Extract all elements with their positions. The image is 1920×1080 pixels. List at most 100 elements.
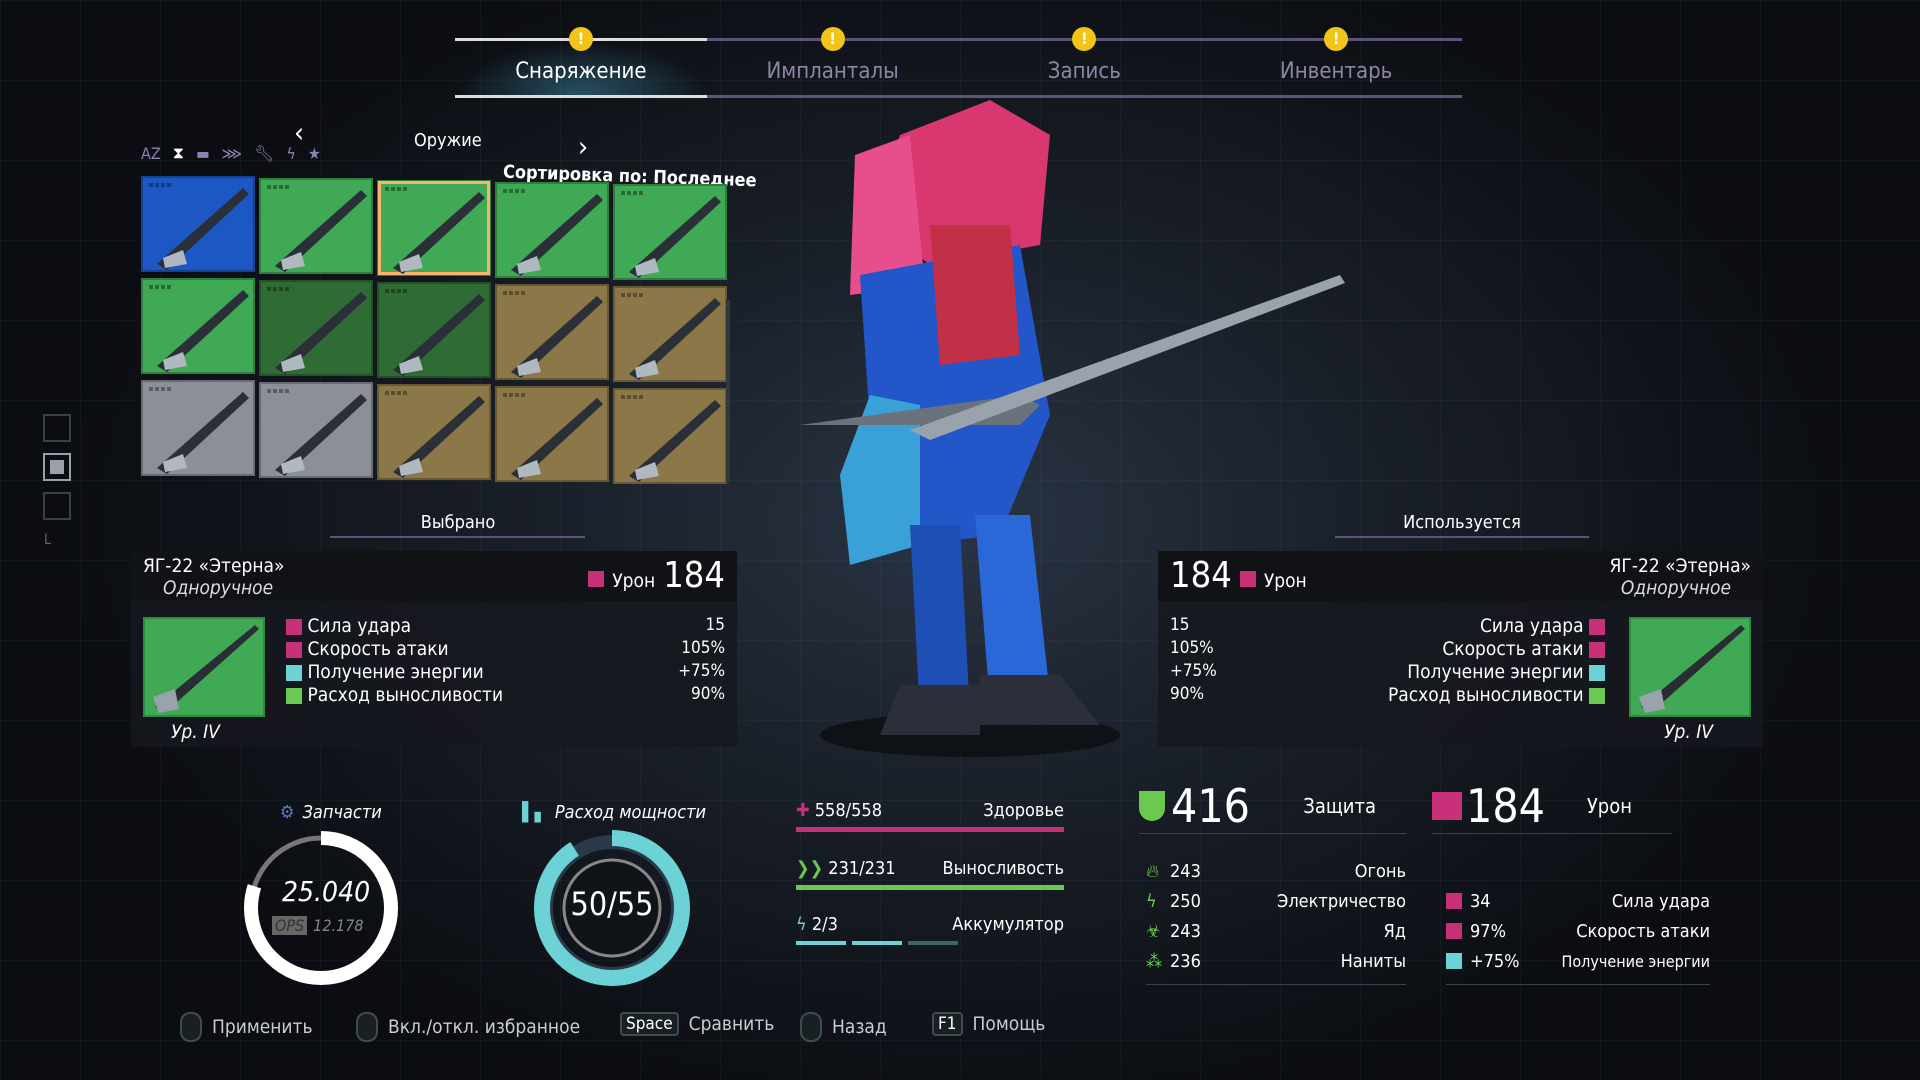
resist-row: ϟ 250 Электричество [1146, 886, 1406, 916]
resist-value: 243 [1170, 920, 1201, 942]
hint-apply[interactable]: Применить [180, 1012, 313, 1042]
impact-icon [1589, 618, 1605, 635]
resist-label: Наниты [1340, 950, 1406, 972]
hourglass-icon[interactable]: ⧗ [172, 143, 184, 162]
item-thumbnail [143, 617, 265, 717]
damage-stat-value: 34 [1470, 890, 1491, 912]
resist-row: ☣ 243 Яд [1146, 916, 1406, 946]
loadout-slot-1[interactable] [43, 414, 71, 442]
damage-stat-row: +75% Получение энергии [1446, 946, 1710, 976]
stat-value: 105% [1170, 638, 1214, 658]
loadout-slot-3[interactable] [43, 492, 71, 520]
item-tile-long-blade[interactable] [141, 380, 255, 476]
stat-label: Расход выносливости [1387, 684, 1584, 706]
damage-stat-row: 97% Скорость атаки [1446, 916, 1710, 946]
hint-label: Применить [212, 1016, 313, 1038]
stat-label: Получение энергии [307, 661, 484, 683]
hint-back[interactable]: Назад [800, 1012, 887, 1042]
power-value: 50/55 [570, 885, 654, 923]
power-label: Расход мощности [554, 802, 707, 823]
item-tile-blade-launcher[interactable] [495, 182, 609, 278]
resist-label: Яд [1383, 920, 1406, 942]
item-tile-axe[interactable] [141, 176, 255, 272]
parts-value: 25.040 [282, 875, 371, 908]
next-category-button[interactable]: › [578, 130, 589, 163]
hint-compare[interactable]: Space Сравнить [620, 1012, 774, 1036]
item-tile-claw-gauntlet[interactable] [613, 388, 727, 484]
prev-category-button[interactable]: ‹ [294, 116, 305, 149]
hint-label: Вкл./откл. избранное [388, 1016, 581, 1038]
equipped-item-panel: 184 Урон ЯГ-22 «Этерна» Одноручное Ур. IV… [1158, 551, 1763, 747]
stamina-bar [796, 885, 1064, 890]
damage-icon [1239, 571, 1256, 587]
item-tile-electro-staff[interactable] [259, 382, 373, 478]
damage-total-value: 184 [1466, 778, 1545, 833]
impact-icon [286, 618, 302, 635]
sort-icons: AZ ⧗ ▬ ⋙ 🔧︎ ϟ ★ [141, 143, 321, 163]
item-name: ЯГ-22 «Этерна» [143, 555, 285, 577]
damage-value: 184 [663, 555, 725, 596]
stat-value: 105% [681, 638, 725, 658]
energy-gain-icon [1446, 953, 1462, 969]
shield-icon [1139, 790, 1165, 821]
resist-value: 236 [1170, 950, 1201, 972]
tab-log[interactable]: ! Запись [959, 27, 1211, 95]
damage-icon[interactable]: ⋙ [221, 143, 243, 163]
bumper-l-icon: L [44, 532, 52, 548]
grid-scrollbar[interactable] [726, 300, 730, 482]
energy-icon[interactable]: ϟ [286, 143, 296, 163]
stamina-value: 231/231 [828, 858, 896, 879]
item-tile-arm-gauntlets[interactable] [259, 178, 373, 274]
item-tile-purple-claw[interactable] [613, 184, 727, 280]
damage-icon [588, 571, 605, 587]
battery-segment [852, 941, 902, 945]
alert-icon: ! [1072, 27, 1097, 51]
stat-row: Получение энергии [286, 661, 484, 683]
hint-label: Помощь [972, 1013, 1046, 1035]
item-tile-katana[interactable] [377, 180, 491, 276]
stat-row: Расход выносливости [1388, 684, 1605, 706]
item-tile-serrated-knife[interactable] [259, 280, 373, 376]
tab-implants[interactable]: ! Импланталы [707, 27, 959, 95]
damage-total-label: Урон [1586, 793, 1632, 818]
stat-label: Сила удара [1479, 615, 1584, 637]
resist-value: 250 [1170, 890, 1201, 912]
mouse-left-icon [180, 1012, 202, 1042]
space-key-icon: Space [620, 1012, 679, 1036]
item-type: Одноручное [1620, 577, 1731, 599]
ops-label: OPS [272, 916, 308, 935]
hint-help[interactable]: F1 Помощь [932, 1012, 1045, 1036]
tab-equipment[interactable]: ! Снаряжение [455, 27, 707, 98]
wrench-icon[interactable]: 🔧︎ [254, 143, 275, 163]
item-tile-blue-hammer[interactable] [377, 384, 491, 480]
tab-label: Снаряжение [515, 59, 647, 84]
stat-label: Сила удара [307, 615, 412, 637]
loadout-slot-2[interactable] [43, 453, 71, 481]
parts-gauge [244, 831, 398, 985]
stat-value: 15 [1170, 615, 1190, 635]
energy-gain-icon [286, 664, 302, 681]
az-sort-icon[interactable]: AZ [141, 143, 161, 163]
stamina-icon: ❯❯ [796, 858, 824, 879]
attack-speed-icon [286, 641, 302, 658]
attack-speed-icon [1589, 641, 1605, 658]
tab-label: Импланталы [766, 59, 899, 84]
attack-speed-icon [1446, 923, 1462, 939]
alert-icon: ! [568, 27, 593, 51]
health-label: Здоровье [983, 800, 1064, 821]
tab-bar: ! Снаряжение ! Импланталы ! Запись ! Инвента… [455, 27, 1462, 98]
box-icon[interactable]: ▬ [195, 143, 210, 163]
resist-label: Огонь [1354, 860, 1406, 882]
item-tile-mace-sword[interactable] [613, 286, 727, 382]
item-tile-chainsaw[interactable] [377, 282, 491, 378]
biohazard-icon: ☣ [1146, 920, 1161, 942]
nanites-icon: ⁂ [1146, 950, 1163, 972]
tab-inventory[interactable]: ! Инвентарь [1210, 27, 1462, 95]
item-name: ЯГ-22 «Этерна» [1609, 555, 1751, 577]
item-level: Ур. IV [171, 721, 220, 743]
item-tile-spear[interactable] [495, 284, 609, 380]
item-tile-flame-blade[interactable] [141, 278, 255, 374]
star-icon[interactable]: ★ [307, 143, 321, 163]
hint-favorite[interactable]: Вкл./откл. избранное [356, 1012, 580, 1042]
item-tile-ring-staff[interactable] [495, 386, 609, 482]
